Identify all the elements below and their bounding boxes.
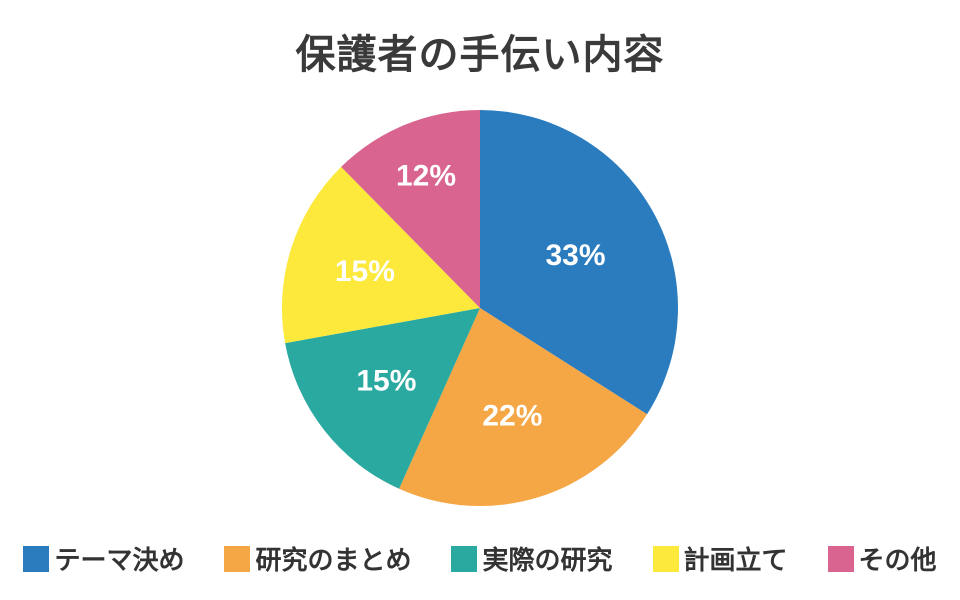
legend-label-0: テーマ決め (54, 545, 185, 575)
legend-label-2: 実際の研究 (482, 545, 613, 575)
legend-item-3: 計画立て (652, 540, 788, 577)
legend-swatch-3 (652, 545, 679, 572)
legend-swatch-4 (827, 545, 854, 572)
legend-item-1: 研究のまとめ (224, 540, 411, 577)
legend-item-4: その他 (827, 540, 937, 577)
pie-percent-label-0: 33% (545, 239, 605, 272)
pie-percent-label-2: 15% (356, 365, 416, 398)
legend-label-3: 計画立て (683, 545, 788, 575)
legend-item-2: 実際の研究 (451, 540, 613, 577)
pie-slice-4 (341, 110, 480, 308)
chart-title: 保護者の手伝い内容 (295, 33, 665, 77)
pie-percent-label-4: 12% (396, 160, 456, 193)
legend-item-0: テーマ決め (23, 540, 184, 577)
pie-slice-2 (285, 308, 480, 489)
legend-swatch-2 (451, 545, 478, 572)
legend-label-4: その他 (858, 545, 937, 575)
legend-swatch-1 (224, 545, 251, 572)
pie-chart: 33% 22% 15% 15% 12% (281, 110, 679, 507)
legend-swatch-0 (23, 545, 50, 572)
pie-slice-1 (399, 308, 648, 507)
chart-legend: テーマ決め 研究のまとめ 実際の研究 計画立て その他 (0, 540, 960, 577)
pie-slice-0 (480, 110, 679, 415)
pie-slice-3 (281, 166, 480, 344)
pie-percent-label-1: 22% (482, 400, 542, 433)
pie-percent-label-3: 15% (335, 255, 395, 288)
legend-label-1: 研究のまとめ (255, 545, 412, 575)
